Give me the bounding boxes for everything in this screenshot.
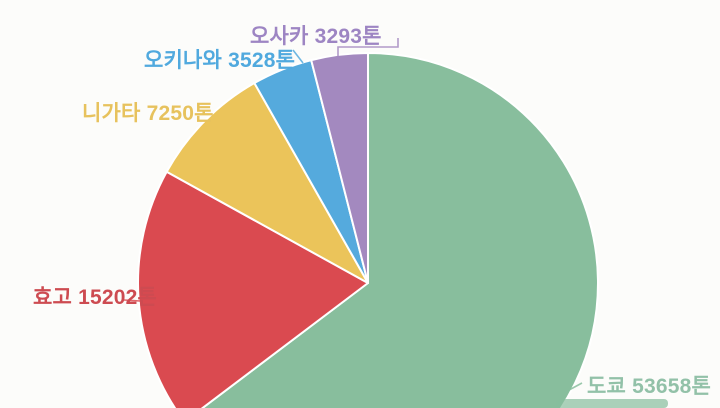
pie-slice-오사카[interactable] [310, 52, 369, 284]
pie-slice-도쿄[interactable] [184, 52, 599, 408]
pie-slice-니가타[interactable] [165, 82, 369, 284]
pie-slice-효고[interactable] [137, 170, 369, 408]
leader-line-okinawa [292, 49, 304, 64]
leader-line-osaka [337, 38, 399, 58]
leader-line-tokyo [557, 382, 583, 397]
leader-line-hyogo [123, 299, 141, 302]
slice-label-niigata: 니가타 7250톤 [82, 102, 214, 125]
slice-label-okinawa: 오키나와 3528톤 [144, 49, 296, 72]
bottom-edge-strip [556, 399, 668, 408]
slice-label-osaka: 오사카 3293톤 [250, 25, 382, 48]
slice-label-tokyo: 도쿄 53658톤 [587, 375, 711, 398]
slice-label-hyogo: 효고 15202톤 [33, 286, 157, 309]
